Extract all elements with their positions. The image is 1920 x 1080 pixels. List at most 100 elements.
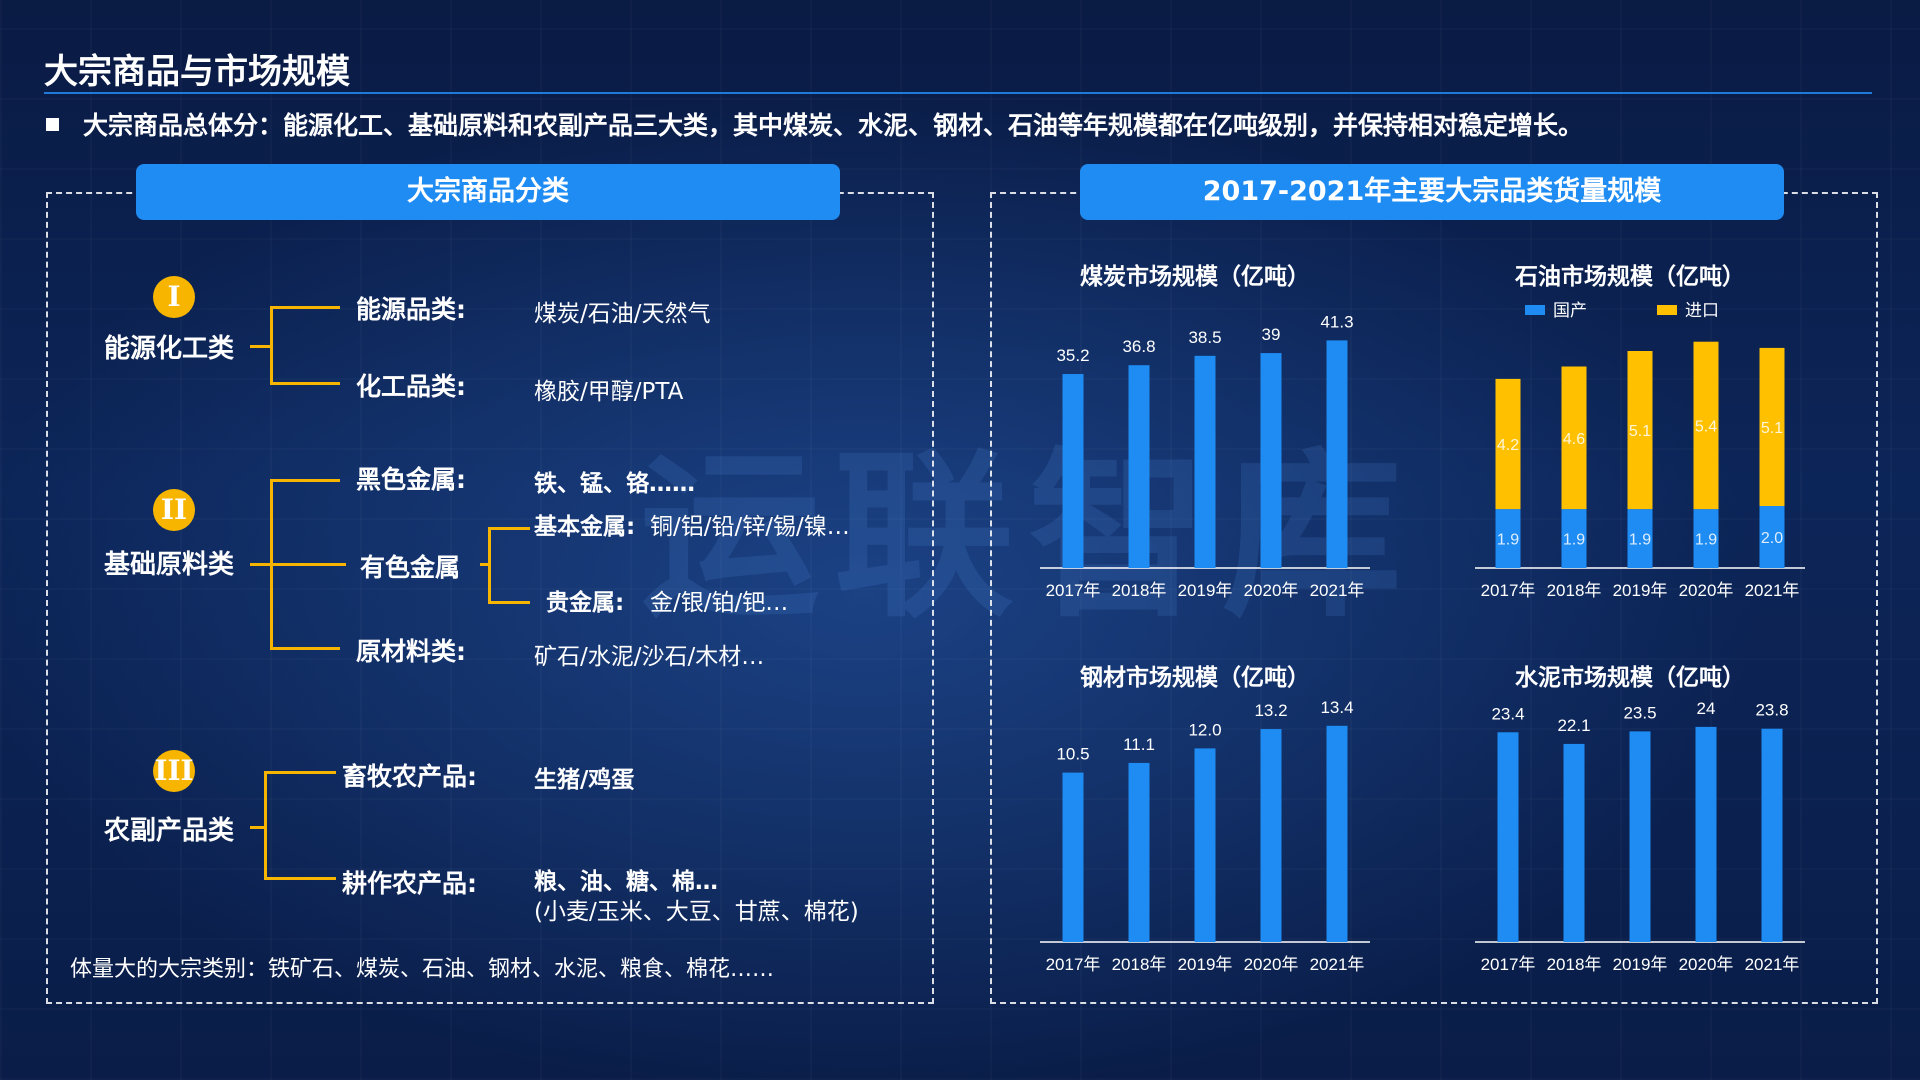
bar [1260,729,1282,942]
category-energy-chemical: 能源化工类 [104,334,235,364]
bracket-basic [270,563,346,566]
title-underline [44,92,1872,94]
bar-import [1561,366,1587,510]
label-crops: 耕作农产品: [342,869,477,898]
data-label: 1.9 [1497,532,1519,549]
label-nonferrous-metal: 有色金属 [360,553,461,582]
data-label: 2.0 [1761,530,1783,547]
value-crops: 粮、油、糖、棉… [534,869,718,895]
label-base-metal: 基本金属: [534,514,636,540]
x-tick-label: 2019年 [1613,581,1668,600]
label-energy-products: 能源品类: [356,295,466,324]
category-agricultural: 农副产品类 [104,816,235,846]
bar [1128,762,1150,942]
footnote: 体量大的大宗类别：铁矿石、煤炭、石油、钢材、水泥、粮食、棉花…… [70,957,775,982]
data-label: 1.9 [1563,532,1585,549]
x-tick-label: 2021年 [1310,955,1365,974]
numeral-two-badge: II [153,489,195,531]
x-tick-label: 2020年 [1244,581,1299,600]
bar-import [1693,341,1719,510]
coal-chart-title: 煤炭市场规模（亿吨） [1080,264,1310,290]
bar [1194,355,1216,568]
data-label: 5.1 [1629,423,1651,440]
bracket-agri [264,771,336,774]
data-label: 41.3 [1320,312,1353,331]
volume-heading: 2017-2021年主要大宗品类货量规模 [1080,164,1784,220]
bar [1326,725,1348,942]
x-tick-label: 2018年 [1112,955,1167,974]
x-tick-label: 2021年 [1310,581,1365,600]
x-tick-label: 2017年 [1481,581,1536,600]
data-label: 22.1 [1557,716,1590,735]
bar-domestic [1495,509,1521,568]
x-tick-label: 2019年 [1178,581,1233,600]
x-tick-label: 2018年 [1112,581,1167,600]
numeral-one-badge: I [153,276,195,318]
legend-label-import: 进口 [1685,301,1719,320]
bracket-energy [250,345,270,348]
summary-bullet: 大宗商品总体分：能源化工、基础原料和农副产品三大类，其中煤炭、水泥、钢材、石油等… [46,106,1583,142]
bar-import [1627,351,1653,510]
label-black-metal: 黑色金属: [356,465,466,494]
label-chemical-products: 化工品类: [356,372,466,401]
data-label: 10.5 [1056,745,1089,764]
bar-domestic [1561,509,1587,568]
legend-swatch-import [1657,305,1677,315]
legend-label-domestic: 国产 [1553,301,1587,320]
data-label: 35.2 [1056,346,1089,365]
steel-chart: 2017年 10.5 2018年 11.1 2019年 12.0 2020年 13.2 2021… [1040,698,1370,974]
category-basic-materials: 基础原料类 [104,550,235,580]
classification-heading: 大宗商品分类 [136,164,840,220]
x-tick-label: 2017年 [1046,581,1101,600]
data-label: 5.1 [1761,420,1783,437]
bracket-nonferrous [480,563,490,566]
bracket-agri [250,826,266,829]
data-label: 38.5 [1188,328,1221,347]
numeral-three-badge: III [153,750,195,792]
data-label: 23.4 [1491,704,1524,723]
bar [1194,748,1216,942]
value-chemical-products: 橡胶/甲醇/PTA [534,379,684,405]
data-label: 23.5 [1623,703,1656,722]
x-tick-label: 2018年 [1547,955,1602,974]
value-black-metal: 铁、锰、铬…… [534,471,695,497]
bracket-nonferrous [488,527,491,603]
label-livestock: 畜牧农产品: [342,762,477,791]
summary-text: 大宗商品总体分：能源化工、基础原料和农副产品三大类，其中煤炭、水泥、钢材、石油等… [83,111,1584,140]
value-crops-detail: (小麦/玉米、大豆、甘蔗、棉花) [534,899,859,925]
data-label: 1.9 [1629,532,1651,549]
data-label: 4.2 [1497,437,1519,454]
bar [1062,374,1084,568]
x-tick-label: 2019年 [1613,955,1668,974]
x-tick-label: 2020年 [1244,955,1299,974]
data-label: 4.6 [1563,431,1585,448]
data-label: 5.4 [1695,418,1717,435]
bar-domestic [1693,509,1719,568]
data-label: 11.1 [1123,735,1155,754]
value-base-metal: 铜/铝/铅/锌/锡/镍… [650,514,850,540]
x-tick-label: 2017年 [1046,955,1101,974]
bracket-basic [270,647,340,650]
x-tick-label: 2021年 [1745,581,1800,600]
bar [1761,728,1783,942]
bar [1260,353,1282,568]
cement-chart-title: 水泥市场规模（亿吨） [1515,665,1745,691]
x-tick-label: 2021年 [1745,955,1800,974]
bullet-square-icon [46,118,59,131]
bracket-nonferrous [488,601,530,604]
bracket-energy [270,306,273,384]
legend-swatch-domestic [1525,305,1545,315]
label-precious-metal: 贵金属: [546,590,625,616]
cement-chart: 2017年 23.4 2018年 22.1 2019年 23.5 2020年 24 2021年 2… [1475,699,1805,974]
label-raw-materials: 原材料类: [356,637,466,666]
value-precious-metal: 金/银/铂/钯… [650,590,789,616]
data-label: 13.4 [1320,698,1353,717]
bracket-basic [250,563,270,566]
data-label: 13.2 [1254,701,1287,720]
oil-chart-title: 石油市场规模（亿吨） [1515,264,1745,290]
x-tick-label: 2020年 [1679,955,1734,974]
coal-chart: 2017年 35.2 2018年 36.8 2019年 38.5 2020年 39 2021年 4… [1040,312,1370,600]
bar-import [1495,378,1521,510]
x-tick-label: 2019年 [1178,955,1233,974]
x-tick-label: 2020年 [1679,581,1734,600]
